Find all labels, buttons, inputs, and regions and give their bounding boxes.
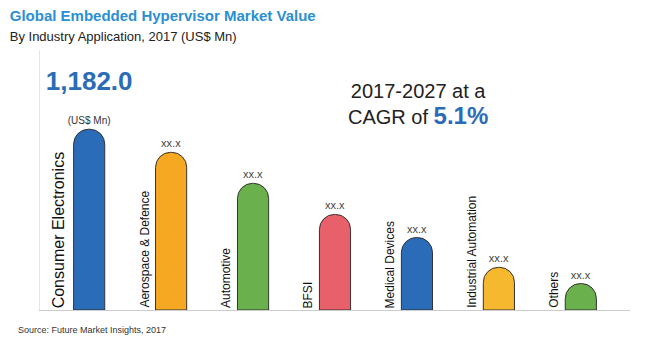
svg-text:Global Embedded Hypervisor Mar: Global Embedded Hypervisor Market ValueB… [10,7,316,44]
svg-text:xx.x: xx.x [571,269,591,281]
svg-text:Aerospace & Defence: Aerospace & Defence [138,191,152,308]
svg-text:2017-2027 at aCAGR of 5.1%: 2017-2027 at aCAGR of 5.1% [348,80,488,129]
svg-text:xx.x: xx.x [161,137,181,149]
svg-text:Industrial Automation: Industrial Automation [465,196,479,308]
svg-text:1,182.0(US$ Mn): 1,182.0(US$ Mn) [46,66,133,126]
svg-text:xx.x: xx.x [243,168,263,180]
svg-text:BFSI: BFSI [301,282,315,309]
svg-text:Automotive: Automotive [219,248,233,308]
svg-text:Medical Devices: Medical Devices [383,221,397,308]
svg-text:Source: Future Market Insights: Source: Future Market Insights, 2017 [18,325,166,335]
svg-text:xx.x: xx.x [489,252,509,264]
svg-text:xx.x: xx.x [325,199,345,211]
svg-text:xx.x: xx.x [407,223,427,235]
svg-text:Others: Others [547,272,561,308]
svg-text:Consumer Electronics: Consumer Electronics [50,152,67,309]
